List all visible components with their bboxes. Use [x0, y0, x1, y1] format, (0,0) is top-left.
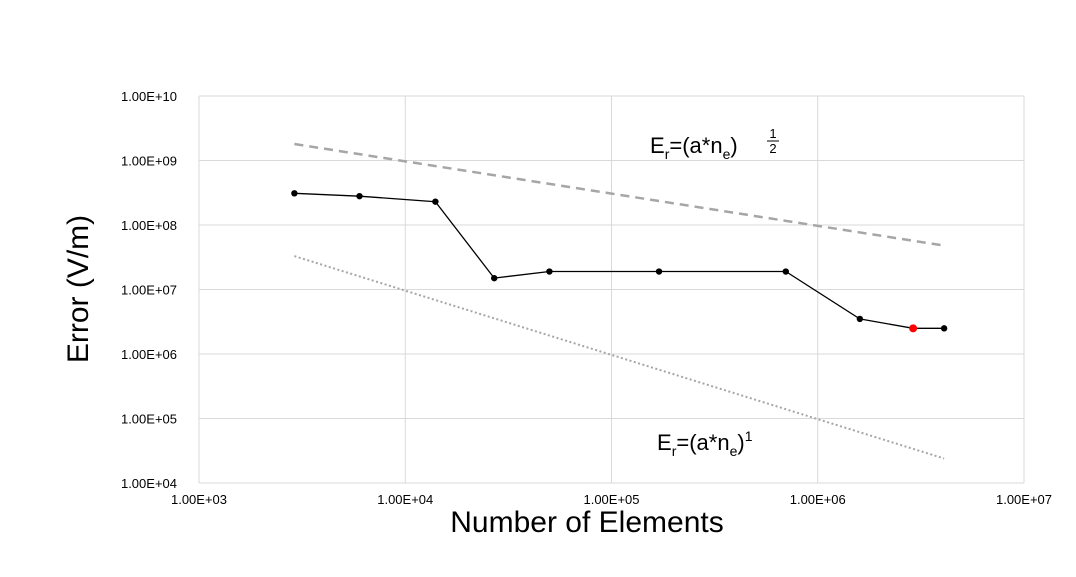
anno-lower-sub2: e: [730, 443, 738, 459]
x-axis-title: Number of Elements: [450, 506, 723, 539]
x-tick-label: 1.00E+05: [583, 492, 639, 507]
highlighted-data-point: [909, 324, 918, 333]
anno-upper-frac-den: 2: [769, 141, 776, 156]
data-markers: [291, 190, 948, 333]
error-series-line: [294, 192, 945, 329]
anno-lower-sub1: r: [672, 443, 677, 459]
y-tick-label: 1.00E+06: [121, 347, 177, 362]
y-tick-label: 1.00E+07: [121, 283, 177, 298]
y-axis-title: Error (V/m): [62, 215, 95, 363]
anno-upper-sub1: r: [665, 146, 670, 162]
anno-upper-mid: =(a*n: [669, 133, 722, 158]
data-point: [546, 268, 553, 275]
data-point: [856, 315, 864, 323]
anno-upper-base: E: [650, 133, 665, 158]
lower-reference-line: [294, 255, 945, 460]
y-tick-label: 1.00E+09: [121, 154, 177, 169]
data-point: [940, 325, 948, 332]
data-point: [782, 268, 790, 275]
upper-reference-line: [294, 142, 945, 247]
anno-lower-close: ): [737, 430, 744, 455]
svg-text:Er=(a*ne)1: Er=(a*ne)1: [657, 428, 753, 459]
x-tick-labels: 1.00E+03 1.00E+04 1.00E+05 1.00E+06 1.00E+07: [171, 492, 1052, 507]
y-tick-label: 1.00E+05: [121, 412, 177, 427]
annotation-upper: Er=(a*ne) 1 2: [650, 126, 779, 162]
data-point: [291, 190, 298, 197]
x-tick-label: 1.00E+07: [996, 492, 1052, 507]
data-point: [491, 274, 498, 282]
anno-upper-close: ): [730, 133, 737, 158]
anno-lower-exp: 1: [745, 428, 753, 444]
y-tick-label: 1.00E+08: [121, 218, 177, 233]
x-tick-label: 1.00E+03: [171, 492, 227, 507]
anno-lower-mid: =(a*n: [676, 430, 729, 455]
annotation-lower: Er=(a*ne)1: [657, 428, 753, 459]
x-tick-label: 1.00E+04: [377, 492, 433, 507]
x-tick-label: 1.00E+06: [790, 492, 846, 507]
y-tick-labels: 1.00E+04 1.00E+05 1.00E+06 1.00E+07 1.00E+08…: [121, 89, 177, 491]
anno-lower-base: E: [657, 430, 672, 455]
data-point: [356, 192, 363, 200]
anno-upper-sub2: e: [723, 146, 731, 162]
anno-upper-frac-num: 1: [769, 126, 776, 141]
grid-lines: [198, 95, 1025, 484]
y-tick-label: 1.00E+04: [121, 476, 177, 491]
data-point: [432, 198, 439, 205]
data-point: [655, 268, 663, 275]
y-tick-label: 1.00E+10: [121, 89, 177, 104]
series-lines: [294, 142, 945, 460]
svg-text:Er=(a*ne): Er=(a*ne): [650, 133, 738, 162]
